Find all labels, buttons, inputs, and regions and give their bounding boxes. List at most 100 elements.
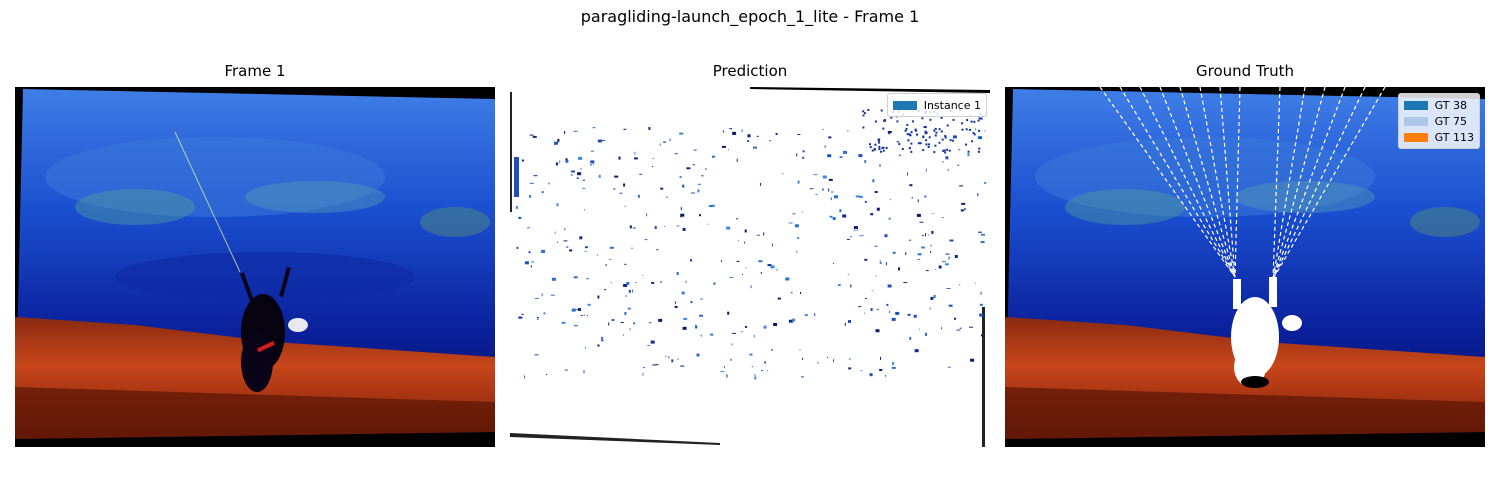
prediction-speck (875, 275, 877, 277)
prediction-speck (578, 308, 581, 311)
prediction-speck (925, 332, 927, 336)
prediction-speck (952, 135, 957, 139)
prediction-speck (885, 262, 887, 266)
prediction-speck (943, 149, 946, 152)
prediction-speck (938, 265, 942, 269)
prediction-speck (564, 131, 566, 134)
prediction-speck (933, 295, 936, 298)
prediction-speck (888, 217, 891, 220)
prediction-speck (771, 348, 773, 351)
prediction-speck (608, 322, 610, 326)
prediction-speck (895, 311, 900, 315)
prediction-speck (674, 305, 678, 308)
prediction-speck (623, 334, 624, 336)
prediction-speck (610, 282, 612, 284)
prediction-speck (921, 117, 924, 120)
prediction-speck (782, 173, 784, 175)
prediction-speck (565, 158, 568, 161)
prediction-speck (604, 289, 607, 291)
prediction-speck (792, 213, 796, 215)
prediction-speck (744, 229, 747, 233)
prediction-speck (753, 334, 755, 338)
prediction-speck (571, 170, 575, 173)
prediction-speck (914, 128, 917, 131)
prediction-speck (864, 312, 866, 314)
prediction-speck (609, 246, 614, 249)
prediction-speck (565, 159, 569, 163)
prediction-speck (792, 318, 796, 322)
prediction-speck (978, 150, 980, 153)
prediction-speck (830, 197, 832, 201)
prediction-speck (633, 322, 636, 325)
prediction-speck (573, 325, 578, 327)
prediction-speck (949, 239, 954, 242)
ground-truth-legend: GT 38 GT 75 GT 113 (1397, 93, 1480, 149)
prediction-speck (929, 118, 932, 121)
glider-line (1272, 87, 1346, 280)
prediction-speck (802, 156, 805, 159)
prediction-speck (730, 358, 732, 361)
prediction-speck (871, 149, 874, 152)
prediction-speck (590, 150, 594, 152)
prediction-speck (924, 132, 927, 135)
prediction-speck (614, 175, 619, 178)
prediction-speck (776, 268, 778, 271)
prediction-speck (860, 370, 863, 372)
prediction-speck (827, 356, 829, 358)
prediction-speck (800, 292, 801, 295)
prediction-speck (913, 314, 917, 318)
prediction-speck (642, 367, 645, 369)
prediction-speck (925, 143, 928, 146)
prediction-speck (580, 314, 583, 316)
prediction-speck (744, 241, 745, 244)
prediction-speck (747, 140, 750, 142)
prediction-speck (598, 174, 601, 178)
prediction-speck (978, 117, 981, 120)
prediction-speck (938, 128, 941, 131)
glider-line (1272, 87, 1386, 280)
prediction-speck (584, 209, 586, 211)
prediction-speck (984, 130, 986, 132)
prediction-speck (967, 153, 970, 157)
prediction-speck (764, 360, 766, 364)
prediction-speck (855, 195, 860, 198)
prediction-speck (760, 182, 762, 186)
prediction-speck (597, 344, 600, 347)
prediction-speck (927, 146, 930, 148)
prediction-speck (881, 146, 884, 149)
glider-line (1099, 87, 1236, 278)
prediction-speck (796, 153, 798, 157)
prediction-speck (864, 258, 868, 261)
prediction-speck (712, 204, 715, 207)
prediction-speck (931, 230, 934, 234)
prediction-speck (846, 238, 850, 240)
prediction-speck (536, 318, 539, 320)
prediction-speck (680, 207, 682, 211)
prediction-speck (947, 168, 949, 171)
prediction-speck (887, 284, 892, 288)
prediction-speck (550, 294, 555, 296)
prediction-speck (948, 304, 953, 307)
prediction-speck (559, 160, 561, 164)
prediction-speck (959, 185, 964, 187)
prediction-speck (858, 306, 862, 308)
prediction-speck (648, 322, 652, 324)
prediction-speck (844, 322, 846, 326)
prediction-speck (682, 326, 687, 330)
glider-line (1159, 87, 1236, 278)
prediction-speck (945, 156, 949, 160)
prediction-speck (590, 164, 592, 166)
prediction-speck (573, 130, 578, 132)
prediction-speck (980, 241, 985, 244)
prediction-speck (872, 179, 875, 183)
prediction-speck (720, 371, 725, 373)
prediction-speck (771, 243, 773, 247)
prediction-speck (797, 236, 800, 239)
prediction-speck (832, 217, 836, 221)
prediction-speck (879, 369, 883, 371)
prediction-speck (753, 146, 757, 149)
prediction-speck (832, 262, 834, 264)
prediction-speck (642, 372, 644, 376)
prediction-speck (907, 313, 911, 316)
prediction-speck (626, 282, 630, 285)
